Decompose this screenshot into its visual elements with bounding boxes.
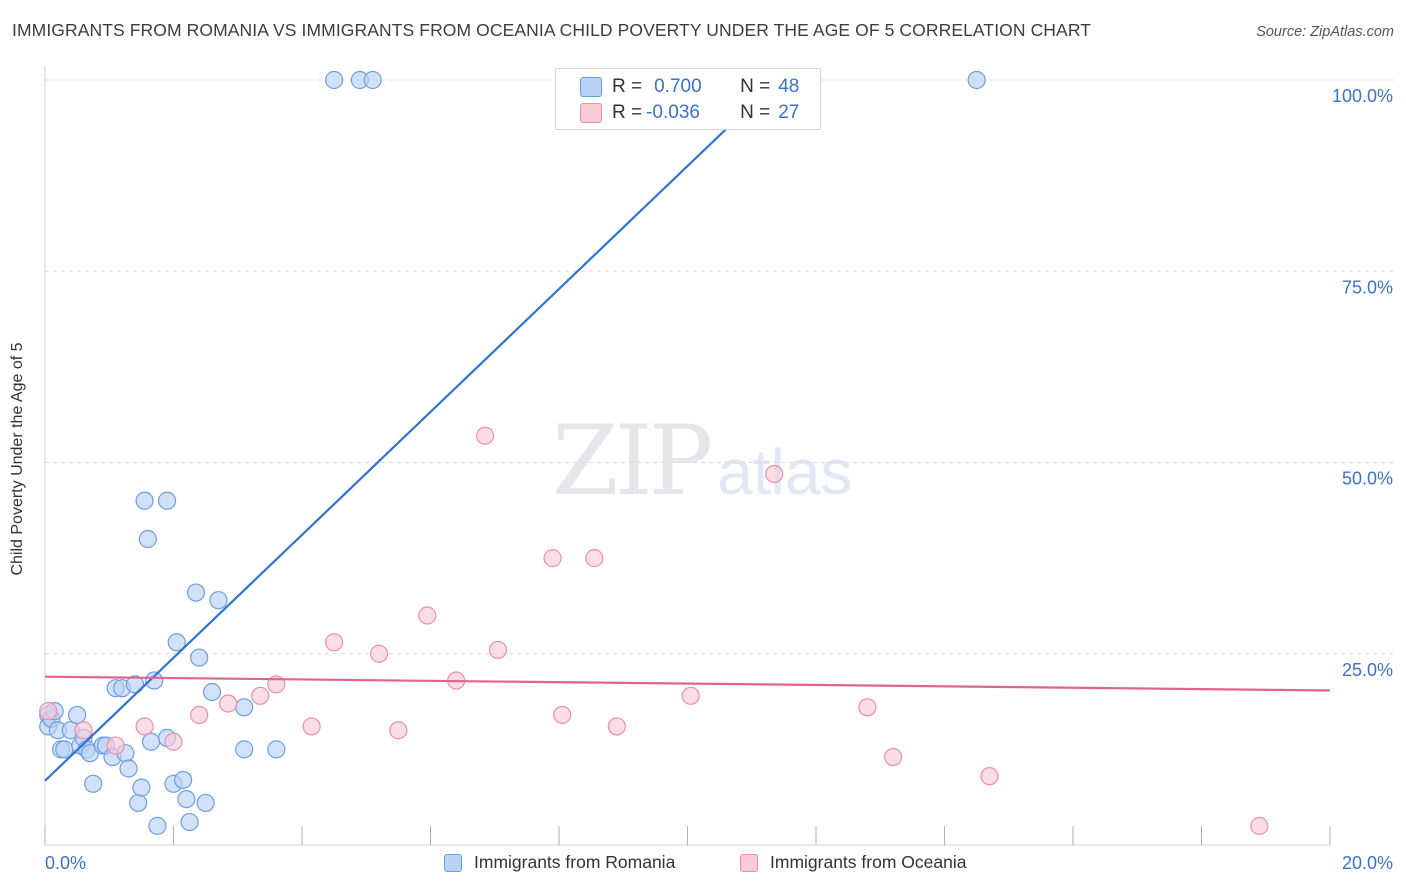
point-romania-29 [157, 491, 177, 510]
point-romania-41 [235, 698, 254, 717]
point-oceania-11 [370, 644, 389, 663]
y-tick-label-75: 75.0% [1342, 277, 1393, 297]
point-romania-22 [129, 793, 148, 813]
point-romania-38 [196, 793, 215, 813]
legend-label-oceania: Immigrants from Oceania [770, 852, 967, 872]
oceania-swatch [580, 103, 602, 123]
point-oceania-10 [325, 633, 344, 652]
y-axis-label: Child Poverty Under the Age of 5 [9, 342, 26, 576]
x-tick-label-max: 20.0% [1342, 853, 1393, 873]
point-oceania-21 [681, 686, 700, 705]
point-oceania-4 [164, 732, 183, 751]
point-oceania-0 [39, 702, 58, 721]
tick-labels: 25.0% 50.0% 75.0% 100.0% 0.0% 20.0% [45, 86, 1393, 873]
point-romania-24 [135, 491, 154, 510]
point-oceania-23 [858, 698, 877, 717]
point-oceania-1 [74, 721, 93, 740]
legend: Immigrants from Romania Immigrants from … [0, 848, 1406, 880]
point-romania-13 [84, 774, 103, 793]
y-tick-label-100: 100.0% [1332, 86, 1393, 106]
point-oceania-13 [418, 606, 437, 625]
romania-n-value: 48 [778, 76, 800, 97]
point-romania-37 [190, 648, 209, 667]
point-romania-40 [209, 591, 228, 610]
trend-line-oceania [44, 675, 1331, 692]
point-romania-44 [325, 70, 344, 90]
point-oceania-5 [190, 705, 209, 725]
point-oceania-19 [585, 549, 604, 568]
point-oceania-25 [980, 767, 999, 786]
point-oceania-20 [607, 717, 626, 736]
x-tick-label-min: 0.0% [45, 853, 86, 873]
romania-swatch [580, 77, 602, 97]
point-romania-34 [177, 789, 196, 809]
point-oceania-26 [1250, 816, 1269, 835]
point-oceania-24 [883, 747, 903, 767]
point-romania-27 [145, 671, 164, 690]
point-romania-23 [132, 778, 151, 797]
legend-item-romania[interactable]: Immigrants from Romania [444, 852, 675, 873]
chart-title: IMMIGRANTS FROM ROMANIA VS IMMIGRANTS FR… [12, 20, 1092, 40]
point-romania-8 [68, 705, 87, 725]
point-romania-25 [138, 529, 157, 549]
watermark-atlas: atlas [717, 436, 853, 508]
romania-n-label: N = [740, 76, 771, 97]
point-romania-46 [363, 70, 382, 90]
point-romania-43 [267, 740, 286, 759]
stats-row-romania: R = 0.700 N = 48 [580, 75, 799, 99]
point-romania-21 [125, 675, 145, 694]
axes [44, 66, 1331, 846]
trend-line-romania [44, 79, 779, 782]
oceania-r-value: -0.036 [646, 102, 700, 123]
oceania-n-label: N = [740, 102, 771, 123]
legend-item-oceania[interactable]: Immigrants from Oceania [740, 852, 966, 873]
romania-r-value: 0.700 [654, 76, 702, 97]
point-oceania-17 [543, 549, 562, 568]
correlation-stats-box: R = 0.700 N = 48 R = -0.036 N = 27 [555, 68, 821, 130]
point-oceania-12 [389, 721, 408, 740]
point-oceania-22 [765, 464, 784, 484]
point-romania-28 [148, 816, 167, 835]
grid [45, 79, 1395, 655]
point-oceania-16 [488, 640, 508, 660]
legend-label-romania: Immigrants from Romania [474, 852, 676, 872]
point-romania-36 [186, 583, 206, 602]
legend-swatch-oceania [740, 853, 758, 872]
point-romania-32 [167, 633, 186, 652]
series-romania-points [39, 70, 986, 835]
point-oceania-15 [476, 426, 495, 445]
point-romania-26 [141, 732, 161, 751]
oceania-r-label: R = [612, 102, 643, 123]
point-romania-35 [180, 812, 199, 832]
point-oceania-7 [251, 686, 270, 705]
y-tick-label-50: 50.0% [1342, 469, 1393, 489]
legend-swatch-romania [444, 853, 462, 872]
romania-r-label: R = [612, 76, 643, 97]
source-credit: Source: ZipAtlas.com [1256, 24, 1394, 40]
point-oceania-2 [106, 736, 125, 755]
point-romania-20 [119, 759, 138, 778]
point-oceania-3 [135, 717, 154, 736]
point-oceania-9 [302, 717, 321, 736]
point-oceania-6 [219, 694, 238, 713]
trend-lines [44, 79, 1331, 782]
point-romania-47 [967, 70, 986, 90]
oceania-n-value: 27 [778, 102, 800, 123]
watermark: ZIP atlas [552, 405, 852, 517]
y-tick-label-25: 25.0% [1342, 660, 1393, 680]
point-romania-33 [174, 770, 193, 790]
series-oceania-points [39, 426, 1269, 835]
point-romania-39 [202, 682, 222, 702]
stats-row-oceania: R = -0.036 N = 27 [580, 101, 799, 125]
point-oceania-18 [553, 705, 572, 725]
watermark-zip: ZIP [552, 405, 713, 517]
point-romania-42 [235, 740, 254, 759]
